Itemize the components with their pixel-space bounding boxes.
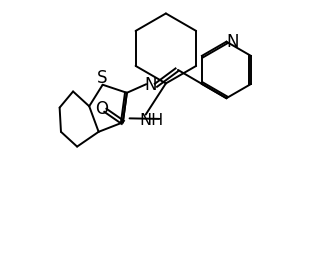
Text: O: O bbox=[95, 100, 108, 118]
Text: S: S bbox=[97, 69, 108, 87]
Text: NH: NH bbox=[140, 113, 164, 128]
Text: N: N bbox=[226, 33, 239, 51]
Text: N: N bbox=[145, 76, 157, 94]
